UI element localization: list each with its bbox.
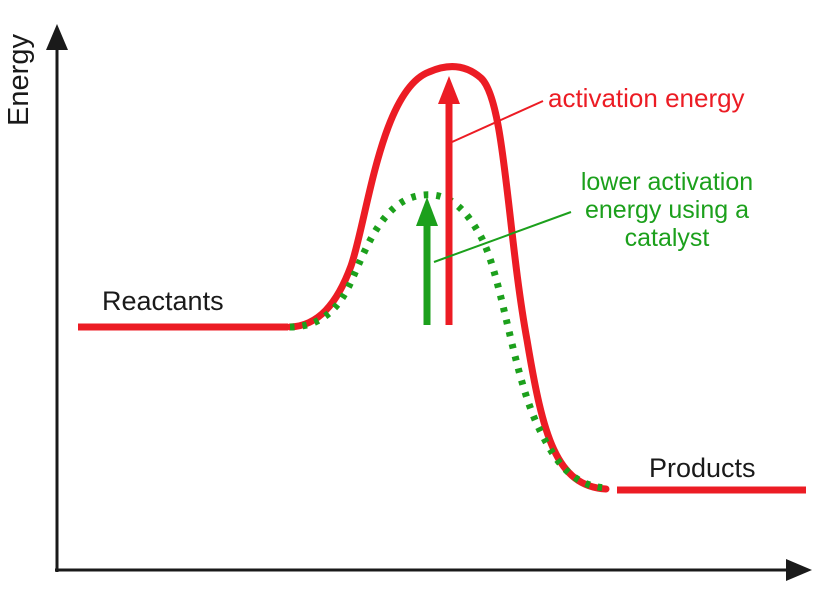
catalyst-energy-arrow-head — [416, 197, 438, 226]
activation-energy-label: activation energy — [548, 83, 745, 113]
catalyst-label-line-1: lower activation — [581, 168, 753, 196]
activation-energy-pointer-line — [451, 100, 544, 143]
activation-energy-arrow-head — [438, 76, 460, 104]
y-axis-label: Energy — [3, 34, 35, 126]
reactants-label: Reactants — [102, 286, 224, 316]
activation-energy-curve — [286, 63, 610, 493]
catalyst-pointer-line — [433, 211, 572, 263]
products-label: Products — [649, 453, 756, 483]
catalyst-label-line-2: energy using a — [585, 196, 749, 224]
catalyst-energy-curve — [289, 191, 609, 492]
catalyst-label-line-3: catalyst — [625, 224, 710, 252]
y-axis-arrow-head — [46, 24, 68, 50]
x-axis-arrow-head — [786, 559, 812, 581]
